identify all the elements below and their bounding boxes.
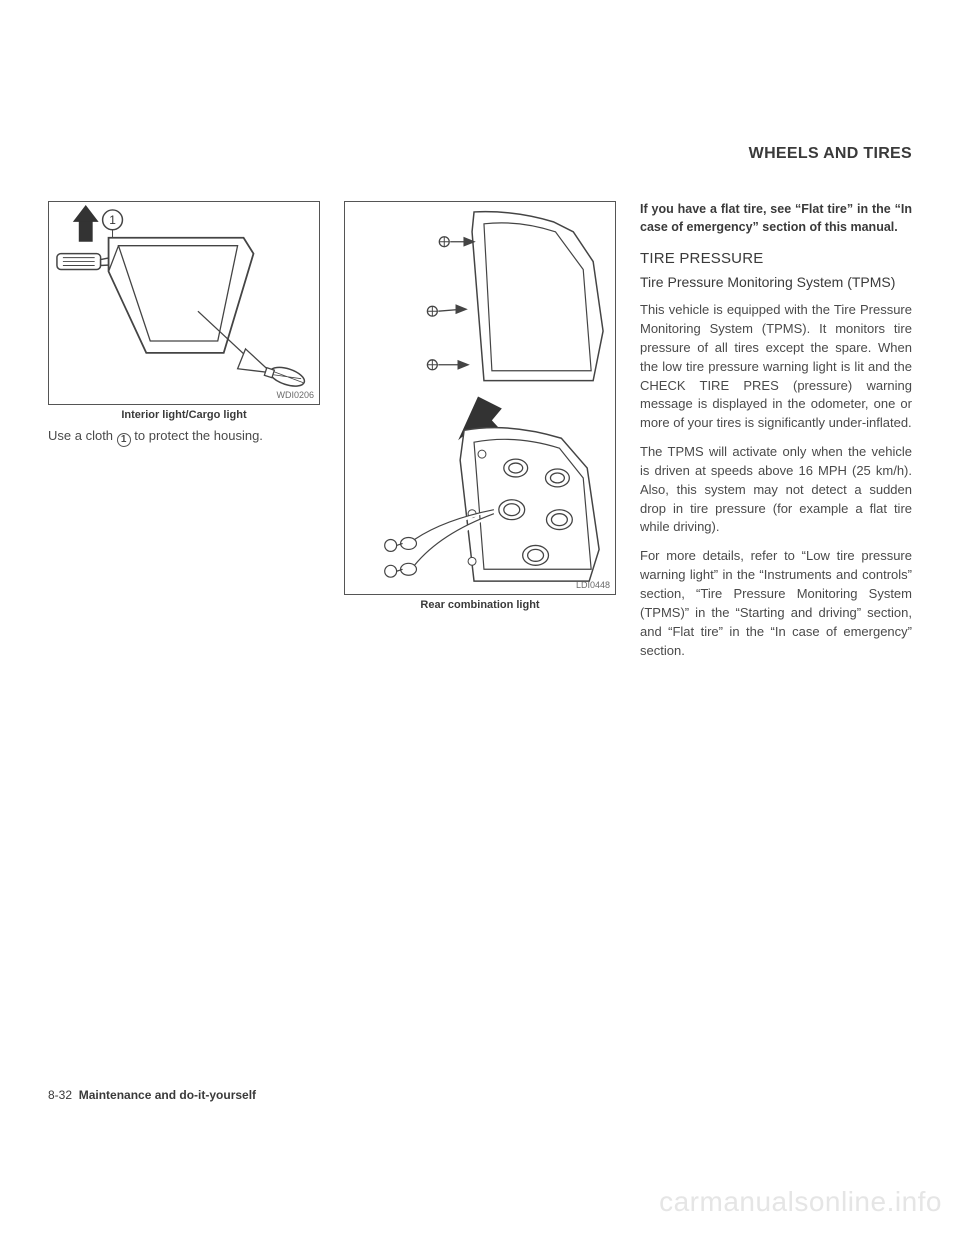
footer-title: Maintenance and do-it-yourself xyxy=(79,1088,256,1102)
svg-text:1: 1 xyxy=(109,213,116,227)
page-content: WHEELS AND TIRES 1 xyxy=(48,145,912,1102)
column-3: If you have a flat tire, see “Flat tire”… xyxy=(640,201,912,660)
figure-caption: Interior light/Cargo light xyxy=(48,409,320,421)
bold-intro-text: If you have a flat tire, see “Flat tire”… xyxy=(640,201,912,236)
figure-caption: Rear combination light xyxy=(344,599,616,611)
subsection-heading-tpms: Tire Pressure Monitoring System (TPMS) xyxy=(640,273,912,291)
circled-number-icon: 1 xyxy=(117,433,131,447)
page-footer: 8-32 Maintenance and do-it-yourself xyxy=(48,1088,256,1102)
page-number: 8-32 xyxy=(48,1088,72,1102)
column-1: 1 xyxy=(48,201,320,447)
paragraph: For more details, refer to “Low tire pre… xyxy=(640,547,912,660)
section-header: WHEELS AND TIRES xyxy=(749,145,912,163)
figure-rear-combination: LDI0448 xyxy=(344,201,616,595)
column-2: LDI0448 Rear combination light xyxy=(344,201,616,611)
rear-combination-illustration xyxy=(345,202,615,593)
subsection-heading-tire-pressure: TIRE PRESSURE xyxy=(640,250,912,267)
paragraph: This vehicle is equipped with the Tire P… xyxy=(640,301,912,433)
body-text: Use a cloth 1 to protect the housing. xyxy=(48,427,320,447)
body-suffix: to protect the housing. xyxy=(131,428,263,443)
paragraph: The TPMS will activate only when the veh… xyxy=(640,443,912,537)
figure-interior-light: 1 xyxy=(48,201,320,405)
figure-code: LDI0448 xyxy=(576,580,610,590)
watermark-text: carmanualsonline.info xyxy=(659,1186,942,1218)
interior-light-illustration: 1 xyxy=(49,202,319,405)
body-prefix: Use a cloth xyxy=(48,428,117,443)
figure-code: WDI0206 xyxy=(276,390,314,400)
